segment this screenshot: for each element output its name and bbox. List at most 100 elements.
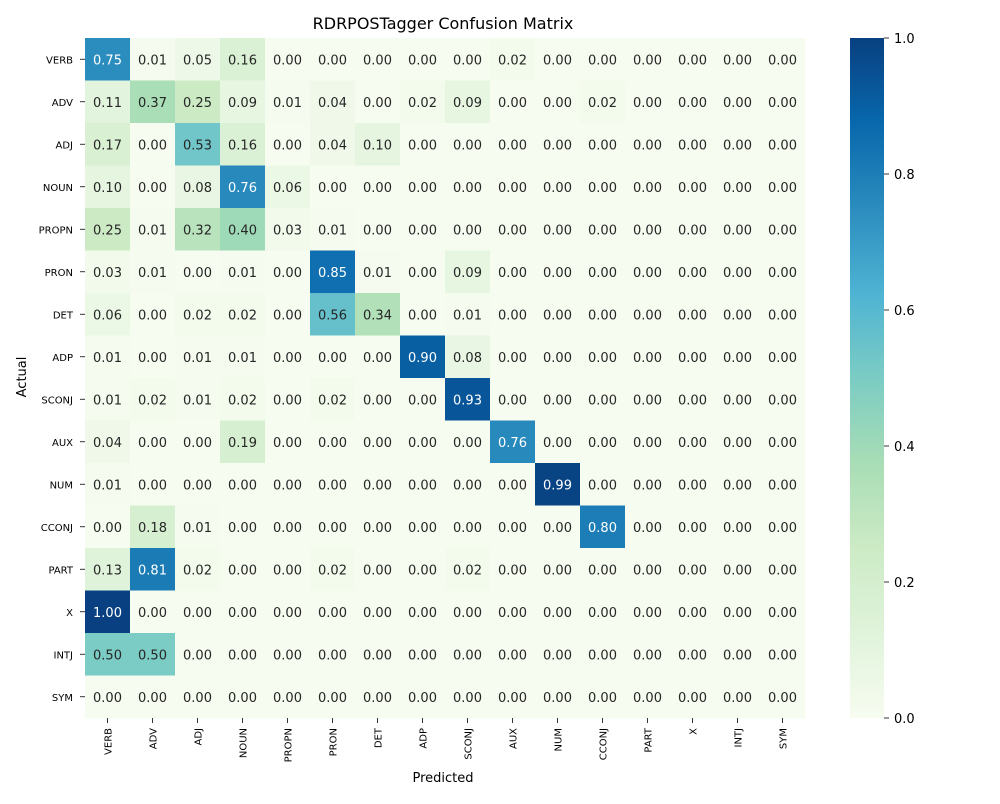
- heatmap-cell-noun-num: [535, 165, 581, 209]
- heatmap-cell-cconj-noun: [220, 505, 266, 549]
- heatmap-cell-adp-part: [625, 335, 671, 379]
- cell-value-label: 0.00: [183, 691, 212, 706]
- heatmap-cell-x-noun: [220, 590, 266, 634]
- cell-value-label: 0.09: [453, 266, 482, 281]
- x-tick-label: DET: [374, 727, 385, 748]
- cell-value-label: 0.00: [138, 606, 167, 621]
- heatmap-cell-det-noun: [220, 293, 266, 336]
- heatmap-cell-cconj-part: [625, 505, 671, 549]
- cell-value-label: 0.00: [498, 138, 527, 153]
- heatmap-cell-propn-x: [670, 208, 716, 251]
- cell-value-label: 0.00: [228, 563, 257, 578]
- heatmap-cell-num-adp: [400, 463, 446, 506]
- colorbar-tick-label: 1.0: [894, 32, 915, 47]
- y-tick-label: PRON: [45, 268, 73, 279]
- heatmap-cell-adj-num: [535, 123, 581, 166]
- heatmap-cell-adv-adv: [130, 80, 176, 124]
- cell-value-label: 0.00: [408, 563, 437, 578]
- cell-value-label: 0.00: [318, 351, 347, 366]
- heatmap-cell-sconj-intj: [715, 378, 761, 421]
- cell-value-label: 0.93: [453, 393, 482, 408]
- heatmap-cell-part-aux: [490, 548, 536, 591]
- heatmap-cell-adj-adv: [130, 123, 176, 166]
- cell-value-label: 0.01: [228, 351, 257, 366]
- cell-value-label: 0.00: [138, 181, 167, 196]
- cell-value-label: 0.85: [318, 266, 347, 281]
- cell-value-label: 0.00: [408, 521, 437, 536]
- heatmap-cell-num-pron: [310, 463, 356, 506]
- heatmap-cell-intj-noun: [220, 633, 266, 676]
- cell-value-label: 0.00: [453, 53, 482, 68]
- cell-value-label: 0.02: [228, 393, 257, 408]
- heatmap-cell-num-cconj: [580, 463, 626, 506]
- x-axis-ticks: VERB ADV ADJ NOUN PROPN PRON DET ADP SCONJ AUX NUM…: [104, 718, 790, 762]
- cell-value-label: 0.01: [183, 351, 212, 366]
- cell-value-label: 0.00: [768, 181, 797, 196]
- heatmap-cell-det-verb: [85, 293, 131, 336]
- heatmap-cell-sconj-sconj: [445, 378, 491, 421]
- cell-value-label: 0.00: [633, 351, 662, 366]
- cell-value-label: 0.56: [318, 308, 347, 323]
- heatmap-cell-cconj-adv: [130, 505, 176, 549]
- cell-value-label: 0.00: [768, 521, 797, 536]
- cell-value-label: 0.00: [273, 563, 302, 578]
- y-tick-label: SYM: [52, 693, 73, 704]
- cell-value-label: 0.00: [723, 648, 752, 663]
- y-tick-label: ADV: [52, 98, 73, 109]
- cell-value-label: 0.00: [588, 563, 617, 578]
- heatmap-cell-adp-cconj: [580, 335, 626, 379]
- cell-value-label: 0.00: [768, 691, 797, 706]
- cell-value-label: 0.37: [138, 96, 167, 111]
- cell-value-label: 0.00: [543, 266, 572, 281]
- colorbar: [850, 38, 884, 718]
- heatmap-cell-x-pron: [310, 590, 356, 634]
- cell-value-label: 0.18: [138, 521, 167, 536]
- cell-value-label: 0.40: [228, 223, 257, 238]
- heatmap-cell-pron-adv: [130, 250, 176, 294]
- cell-value-label: 0.00: [498, 266, 527, 281]
- cell-value-label: 0.00: [588, 138, 617, 153]
- heatmap-cell-x-adv: [130, 590, 176, 634]
- heatmap-cell-x-cconj: [580, 590, 626, 634]
- cell-value-label: 0.00: [678, 478, 707, 493]
- heatmap-cell-adv-adj: [175, 80, 221, 124]
- colorbar-tick-label: 0.2: [894, 576, 915, 591]
- x-tick-label: PRON: [329, 728, 340, 756]
- cell-value-label: 0.00: [453, 436, 482, 451]
- heatmap-cell-propn-aux: [490, 208, 536, 251]
- cell-value-label: 0.00: [363, 606, 392, 621]
- heatmap-cell-intj-adv: [130, 633, 176, 676]
- cell-value-label: 0.00: [138, 478, 167, 493]
- cell-value-label: 0.01: [138, 53, 167, 68]
- heatmap-cell-propn-part: [625, 208, 671, 251]
- heatmap-cell-pron-verb: [85, 250, 131, 294]
- cell-value-label: 0.00: [408, 691, 437, 706]
- heatmap-cell-sym-propn: [265, 675, 311, 719]
- heatmap-cell-adv-intj: [715, 80, 761, 124]
- cell-value-label: 0.02: [318, 393, 347, 408]
- cell-value-label: 0.00: [543, 223, 572, 238]
- cell-value-label: 0.00: [138, 691, 167, 706]
- heatmap-cell-num-adv: [130, 463, 176, 506]
- heatmap-cell-sym-verb: [85, 675, 131, 719]
- cell-value-label: 0.00: [723, 436, 752, 451]
- heatmap-cell-intj-x: [670, 633, 716, 676]
- cell-value-label: 0.00: [183, 266, 212, 281]
- cell-value-label: 0.00: [363, 563, 392, 578]
- cell-value-label: 0.76: [498, 436, 527, 451]
- cell-value-label: 0.00: [408, 138, 437, 153]
- heatmap-cell-intj-det: [355, 633, 401, 676]
- cell-value-label: 0.00: [498, 521, 527, 536]
- heatmap-cell-aux-num: [535, 420, 581, 464]
- cell-value-label: 0.00: [498, 351, 527, 366]
- heatmap-cell-noun-intj: [715, 165, 761, 209]
- heatmap-cell-verb-adv: [130, 38, 176, 81]
- y-tick-label: DET: [53, 310, 74, 321]
- cell-value-label: 0.00: [273, 478, 302, 493]
- heatmap-cell-x-sym: [760, 590, 806, 634]
- cell-value-label: 0.00: [768, 53, 797, 68]
- cell-value-label: 0.00: [363, 96, 392, 111]
- cell-value-label: 1.00: [93, 606, 122, 621]
- y-tick-label: CCONJ: [41, 523, 73, 534]
- cell-value-label: 0.04: [93, 436, 122, 451]
